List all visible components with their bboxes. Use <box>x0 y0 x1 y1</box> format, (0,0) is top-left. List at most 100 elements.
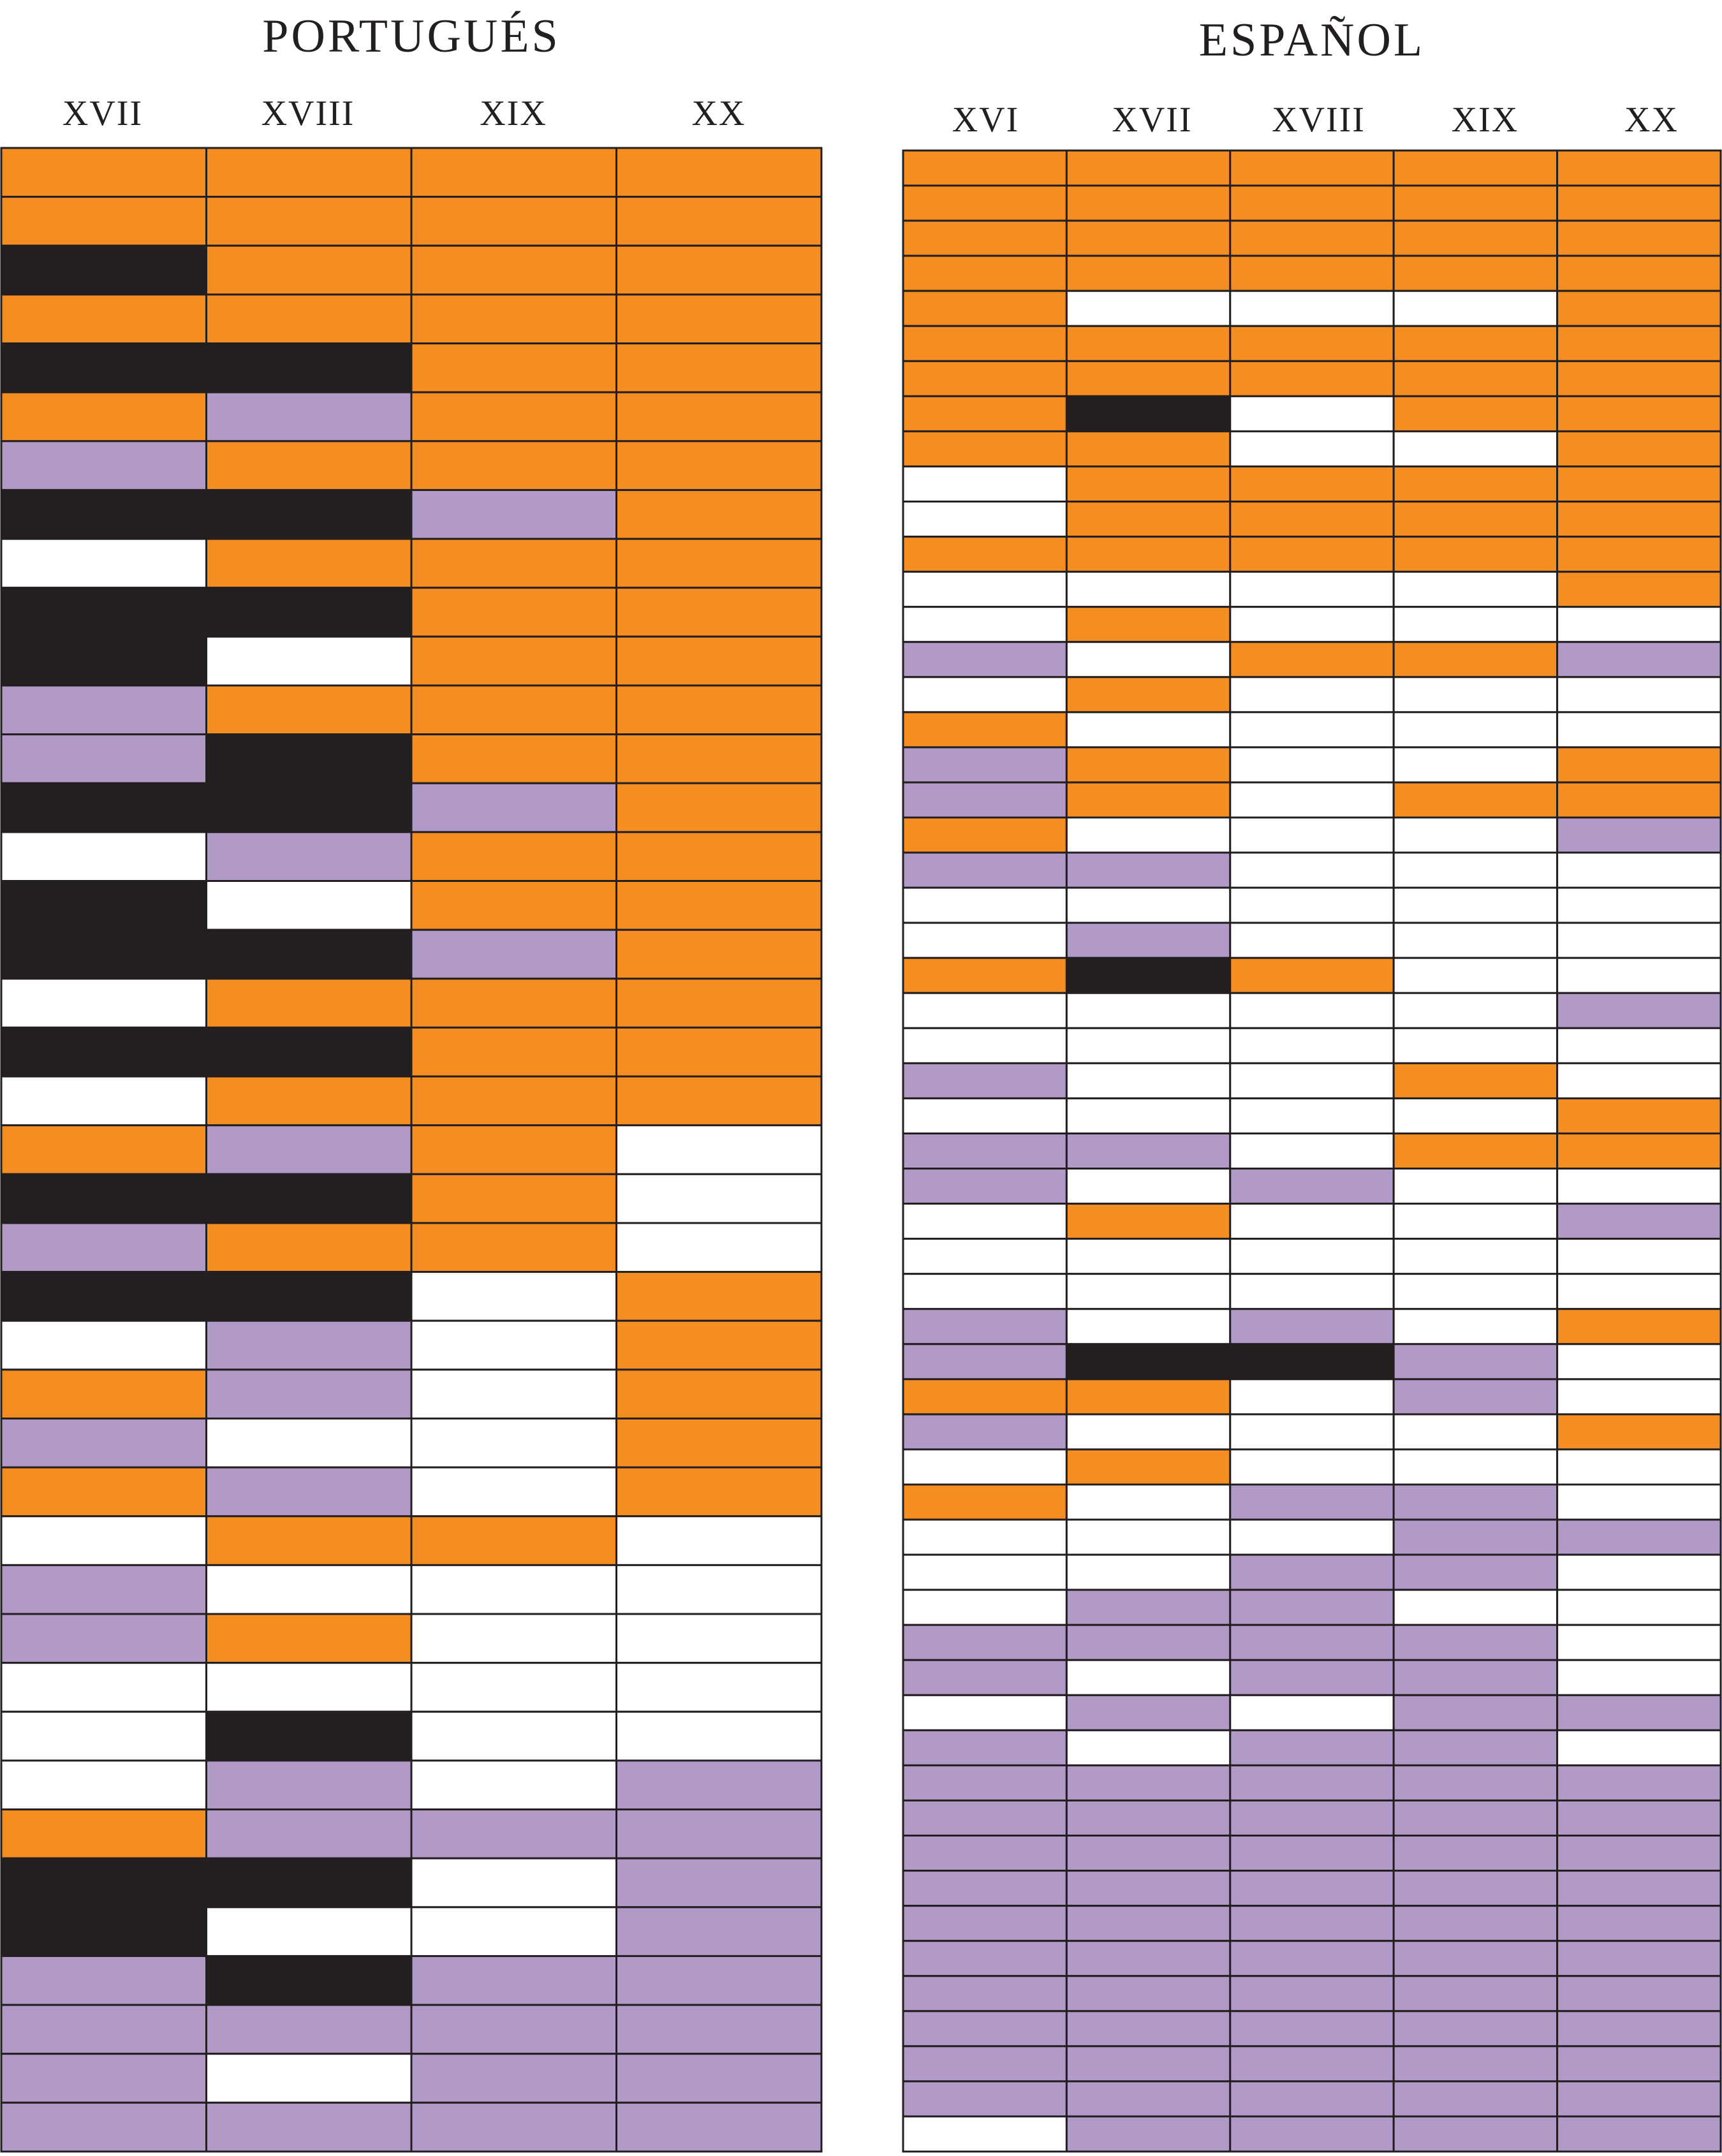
pt-cell-r13-c1 <box>0 733 207 784</box>
es-cell-r9-c3 <box>1229 430 1395 467</box>
es-cell-r20-c3 <box>1229 816 1395 854</box>
es-cell-r51-c3 <box>1229 1905 1395 1942</box>
pt-cell-r11-c2 <box>205 635 413 687</box>
es-cell-r54-c3 <box>1229 2010 1395 2048</box>
es-cell-r34-c3 <box>1229 1308 1395 1346</box>
es-cell-r38-c3 <box>1229 1448 1395 1486</box>
es-cell-r43-c2 <box>1065 1624 1232 1661</box>
pt-cell-r8-c3 <box>410 488 617 540</box>
es-cell-r55-c1 <box>902 2045 1068 2083</box>
es-cell-r54-c1 <box>902 2010 1068 2048</box>
es-cell-r23-c3 <box>1229 921 1395 959</box>
pt-cell-r35-c2 <box>205 1808 413 1859</box>
es-cell-r15-c5 <box>1556 641 1722 678</box>
pt-cell-r3-c3 <box>410 244 617 296</box>
es-cell-r12-c5 <box>1556 536 1722 573</box>
es-cell-r23-c2 <box>1065 921 1232 959</box>
pt-cell-r13-c4 <box>615 733 823 784</box>
pt-cell-r37-c4 <box>615 1906 823 1957</box>
es-cell-r6-c3 <box>1229 325 1395 362</box>
pt-cell-r39-c3 <box>410 2004 617 2055</box>
pt-cell-r35-c3 <box>410 1808 617 1859</box>
pt-cell-r34-c3 <box>410 1759 617 1811</box>
es-cell-r35-c5 <box>1556 1343 1722 1381</box>
pt-cell-r4-c4 <box>615 293 823 345</box>
pt-cell-r33-c1 <box>0 1710 207 1762</box>
es-cell-r24-c3 <box>1229 957 1395 994</box>
pt-cell-r1-c2 <box>205 147 413 198</box>
pt-cell-r36-c2 <box>205 1857 413 1909</box>
es-cell-r45-c3 <box>1229 1694 1395 1731</box>
pt-cell-r15-c2 <box>205 831 413 883</box>
es-cell-r9-c1 <box>902 430 1068 467</box>
pt-cell-r12-c1 <box>0 684 207 736</box>
es-cell-r52-c5 <box>1556 1940 1722 1977</box>
es-cell-r42-c2 <box>1065 1588 1232 1626</box>
es-cell-r6-c1 <box>902 325 1068 362</box>
pt-cell-r29-c2 <box>205 1515 413 1566</box>
es-cell-r33-c3 <box>1229 1273 1395 1310</box>
es-cell-r48-c3 <box>1229 1799 1395 1837</box>
pt-cell-r19-c1 <box>0 1026 207 1078</box>
pt-cell-r20-c2 <box>205 1075 413 1127</box>
es-col-header-xx: XX <box>1624 100 1679 140</box>
es-cell-r31-c1 <box>902 1203 1068 1240</box>
es-cell-r46-c1 <box>902 1729 1068 1766</box>
es-cell-r54-c4 <box>1392 2010 1559 2048</box>
es-cell-r2-c3 <box>1229 184 1395 222</box>
es-cell-r30-c1 <box>902 1168 1068 1205</box>
pt-cell-r12-c2 <box>205 684 413 736</box>
es-cell-r27-c5 <box>1556 1062 1722 1099</box>
pt-cell-r31-c1 <box>0 1613 207 1664</box>
es-cell-r38-c1 <box>902 1448 1068 1486</box>
es-cell-r33-c2 <box>1065 1273 1232 1310</box>
es-cell-r52-c1 <box>902 1940 1068 1977</box>
es-cell-r41-c4 <box>1392 1553 1559 1591</box>
pt-cell-r34-c2 <box>205 1759 413 1811</box>
es-cell-r54-c5 <box>1556 2010 1722 2048</box>
es-cell-r19-c2 <box>1065 781 1232 819</box>
pt-cell-r23-c2 <box>205 1222 413 1273</box>
es-cell-r44-c4 <box>1392 1659 1559 1696</box>
es-cell-r6-c2 <box>1065 325 1232 362</box>
pt-cell-r32-c1 <box>0 1662 207 1713</box>
es-cell-r29-c4 <box>1392 1132 1559 1170</box>
es-cell-r4-c3 <box>1229 254 1395 292</box>
es-cell-r1-c2 <box>1065 149 1232 187</box>
es-cell-r10-c4 <box>1392 465 1559 503</box>
pt-cell-r41-c4 <box>615 2101 823 2153</box>
es-cell-r2-c2 <box>1065 184 1232 222</box>
es-cell-r57-c2 <box>1065 2115 1232 2153</box>
es-cell-r12-c3 <box>1229 536 1395 573</box>
es-cell-r53-c2 <box>1065 1975 1232 2013</box>
es-cell-r7-c4 <box>1392 360 1559 397</box>
es-cell-r52-c2 <box>1065 1940 1232 1977</box>
es-cell-r30-c4 <box>1392 1168 1559 1205</box>
es-cell-r20-c1 <box>902 816 1068 854</box>
pt-cell-r30-c2 <box>205 1564 413 1615</box>
pt-cell-r41-c1 <box>0 2101 207 2153</box>
es-cell-r7-c3 <box>1229 360 1395 397</box>
pt-cell-r39-c2 <box>205 2004 413 2055</box>
pt-cell-r19-c2 <box>205 1026 413 1078</box>
es-cell-r22-c5 <box>1556 886 1722 924</box>
es-cell-r22-c3 <box>1229 886 1395 924</box>
es-cell-r4-c2 <box>1065 254 1232 292</box>
es-cell-r17-c1 <box>902 711 1068 749</box>
es-cell-r3-c1 <box>902 219 1068 257</box>
es-cell-r31-c3 <box>1229 1203 1395 1240</box>
pt-cell-r26-c2 <box>205 1368 413 1419</box>
es-cell-r51-c4 <box>1392 1905 1559 1942</box>
es-cell-r3-c4 <box>1392 219 1559 257</box>
es-cell-r29-c3 <box>1229 1132 1395 1170</box>
pt-cell-r32-c4 <box>615 1662 823 1713</box>
pt-cell-r10-c2 <box>205 587 413 638</box>
es-cell-r45-c2 <box>1065 1694 1232 1731</box>
es-cell-r56-c5 <box>1556 2080 1722 2118</box>
es-cell-r44-c5 <box>1556 1659 1722 1696</box>
es-cell-r27-c2 <box>1065 1062 1232 1099</box>
pt-cell-r6-c3 <box>410 391 617 443</box>
es-cell-r36-c2 <box>1065 1378 1232 1416</box>
es-cell-r53-c5 <box>1556 1975 1722 2013</box>
es-cell-r29-c5 <box>1556 1132 1722 1170</box>
